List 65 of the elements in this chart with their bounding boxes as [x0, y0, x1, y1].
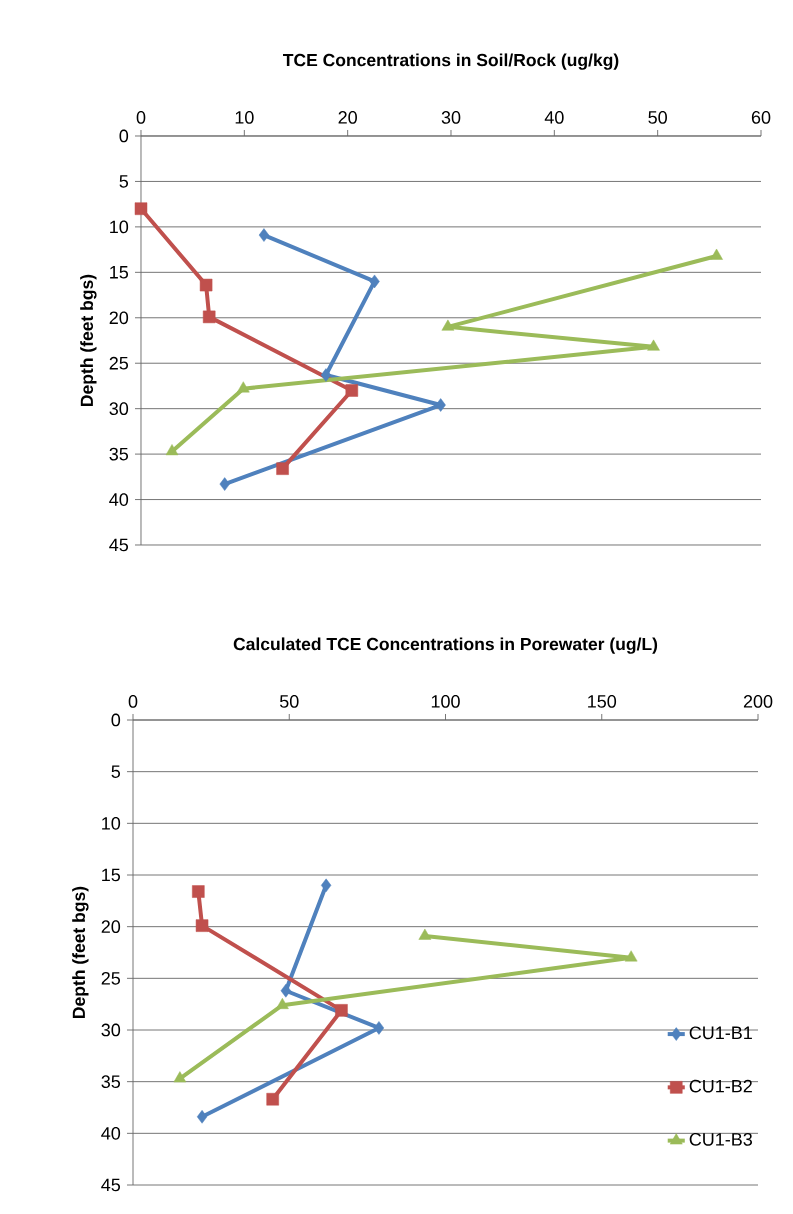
x-tick-label: 100: [431, 695, 460, 708]
y-tick-label: 45: [101, 1178, 121, 1192]
y-tick-label: 15: [102, 868, 121, 882]
point: [219, 477, 230, 491]
point: [173, 1071, 187, 1083]
x-tick-label: 50: [648, 111, 667, 124]
point: [369, 274, 380, 289]
point: [258, 228, 270, 242]
y-tick-label: 10: [102, 816, 121, 830]
point: [345, 384, 359, 397]
y-tick-label: 40: [109, 493, 129, 506]
point: [196, 1110, 208, 1124]
point: [441, 319, 455, 331]
y-tick-label: 0: [119, 129, 129, 143]
y-tick-label: 15: [110, 266, 129, 279]
x-tick-label: 60: [751, 111, 771, 124]
point: [165, 444, 179, 456]
y-tick-label: 5: [111, 765, 121, 778]
x-tick-label: 0: [136, 111, 146, 124]
point: [236, 381, 250, 393]
x-tick-label: 0: [128, 695, 138, 708]
point: [335, 1004, 348, 1017]
legend-label: CU1-B2: [689, 1079, 752, 1093]
x-tick-label: 50: [279, 695, 299, 708]
y-axis-title: Depth (feet bgs): [72, 886, 89, 1018]
y-tick-label: 45: [109, 538, 129, 552]
point: [320, 368, 332, 382]
y-tick-label: 30: [101, 1023, 121, 1037]
point: [202, 310, 216, 324]
x-tick-label: 30: [441, 111, 461, 124]
point: [280, 983, 291, 998]
point: [195, 919, 209, 932]
point: [192, 885, 205, 898]
point: [276, 462, 289, 475]
chart-title: Calculated TCE Concentrations in Porewater (ug/L): [233, 637, 658, 654]
point: [435, 398, 446, 412]
y-tick-label: 40: [101, 1126, 121, 1140]
point: [418, 928, 432, 940]
y-tick-label: 30: [109, 402, 129, 416]
point: [321, 878, 332, 893]
y-tick-label: 35: [101, 1075, 121, 1089]
y-axis-title: Depth (feet bgs): [80, 274, 97, 406]
point: [276, 997, 289, 1009]
y-tick-label: 20: [109, 311, 129, 325]
y-tick-label: 10: [110, 220, 129, 234]
y-tick-label: 25: [101, 971, 121, 985]
chart-title: TCE Concentrations in Soil/Rock (ug/kg): [283, 53, 619, 70]
legend-label: CU1-B3: [689, 1132, 753, 1146]
point: [266, 1092, 279, 1106]
x-tick-label: 10: [235, 111, 254, 124]
y-tick-label: 20: [101, 920, 121, 934]
y-tick-label: 5: [119, 175, 129, 188]
x-tick-label: 20: [338, 111, 357, 124]
y-tick-label: 25: [109, 356, 129, 370]
point: [134, 202, 148, 215]
y-tick-label: 0: [111, 713, 121, 727]
point: [647, 339, 660, 351]
point: [624, 950, 638, 962]
x-tick-label: 150: [588, 695, 617, 708]
legend-label: CU1-B1: [689, 1026, 752, 1040]
point: [199, 278, 213, 292]
y-tick-label: 35: [109, 447, 129, 461]
point: [710, 248, 723, 260]
x-tick-label: 40: [544, 111, 564, 124]
x-tick-label: 200: [743, 695, 773, 708]
